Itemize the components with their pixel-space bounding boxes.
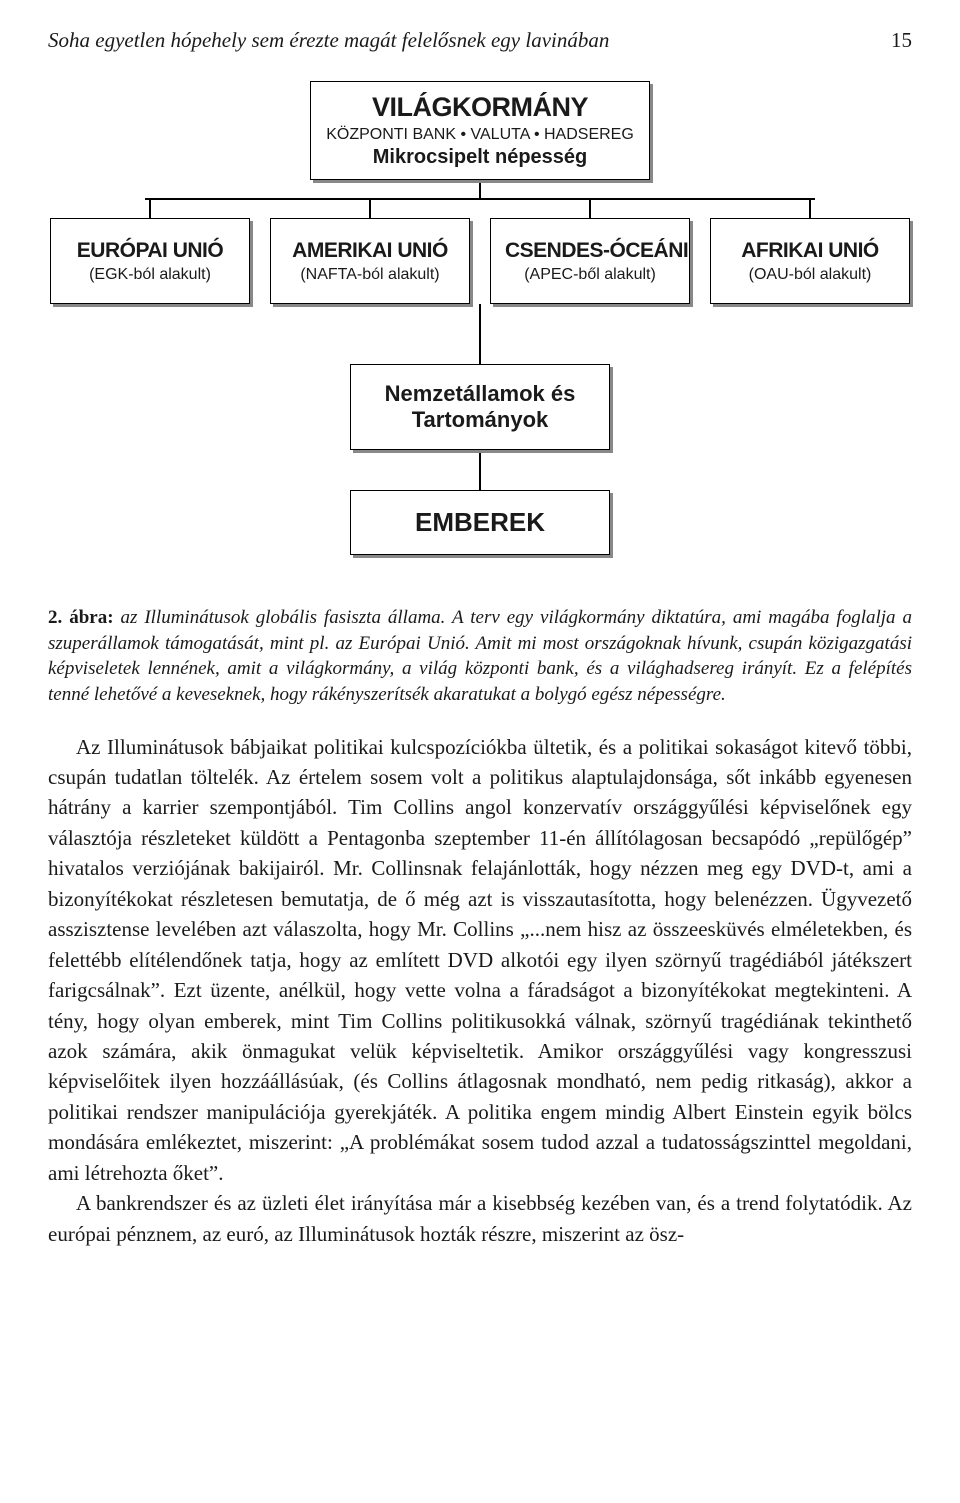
node-sub: (OAU-ból alakult) [725, 266, 895, 284]
node-title: EURÓPAI UNIÓ [65, 239, 235, 263]
node-sub: (NAFTA-ból alakult) [285, 266, 455, 284]
connector [589, 200, 591, 218]
chart-node-pacific: CSENDES-ÓCEÁNI (APEC-ből alakult) [490, 218, 690, 304]
paragraph-2: A bankrendszer és az üzleti élet irányít… [48, 1188, 912, 1249]
connector [149, 200, 151, 218]
node-sub: (APEC-ből alakult) [505, 266, 675, 284]
node-title: CSENDES-ÓCEÁNI [505, 239, 675, 263]
caption-lead: 2. ábra: [48, 607, 114, 628]
body-text: Az Illuminátusok bábjaikat politikai kul… [48, 732, 912, 1249]
chart-node-root: VILÁGKORMÁNY KÖZPONTI BANK • VALUTA • HA… [310, 81, 650, 180]
chart-node-eu: EURÓPAI UNIÓ (EGK-ból alakult) [50, 218, 250, 304]
root-sub2: Mikrocsipelt népesség [325, 146, 635, 169]
chart-node-africa: AFRIKAI UNIÓ (OAU-ból alakult) [710, 218, 910, 304]
connector [479, 304, 481, 364]
mid-line2: Tartományok [367, 407, 593, 433]
chart-node-au: AMERIKAI UNIÓ (NAFTA-ból alakult) [270, 218, 470, 304]
caption-text: az Illuminátusok globális fasiszta állam… [48, 607, 912, 705]
running-header: Soha egyetlen hópehely sem érezte magát … [48, 28, 912, 53]
org-chart: VILÁGKORMÁNY KÖZPONTI BANK • VALUTA • HA… [50, 81, 910, 555]
connector [809, 200, 811, 218]
connector [479, 450, 481, 490]
root-sub1: KÖZPONTI BANK • VALUTA • HADSEREG [325, 126, 635, 144]
node-title: AMERIKAI UNIÓ [285, 239, 455, 263]
bottom-title: EMBEREK [367, 507, 593, 538]
running-title: Soha egyetlen hópehely sem érezte magát … [48, 28, 609, 53]
figure-caption: 2. ábra: az Illuminátusok globális fasis… [48, 605, 912, 708]
connector [369, 200, 371, 218]
root-title: VILÁGKORMÁNY [325, 92, 635, 123]
chart-node-nations: Nemzetállamok és Tartományok [350, 364, 610, 450]
mid-line1: Nemzetállamok és [367, 381, 593, 407]
connector [479, 180, 481, 198]
node-title: AFRIKAI UNIÓ [725, 239, 895, 263]
paragraph-1: Az Illuminátusok bábjaikat politikai kul… [48, 732, 912, 1189]
page-number: 15 [891, 28, 912, 53]
chart-node-people: EMBEREK [350, 490, 610, 555]
node-sub: (EGK-ból alakult) [65, 266, 235, 284]
